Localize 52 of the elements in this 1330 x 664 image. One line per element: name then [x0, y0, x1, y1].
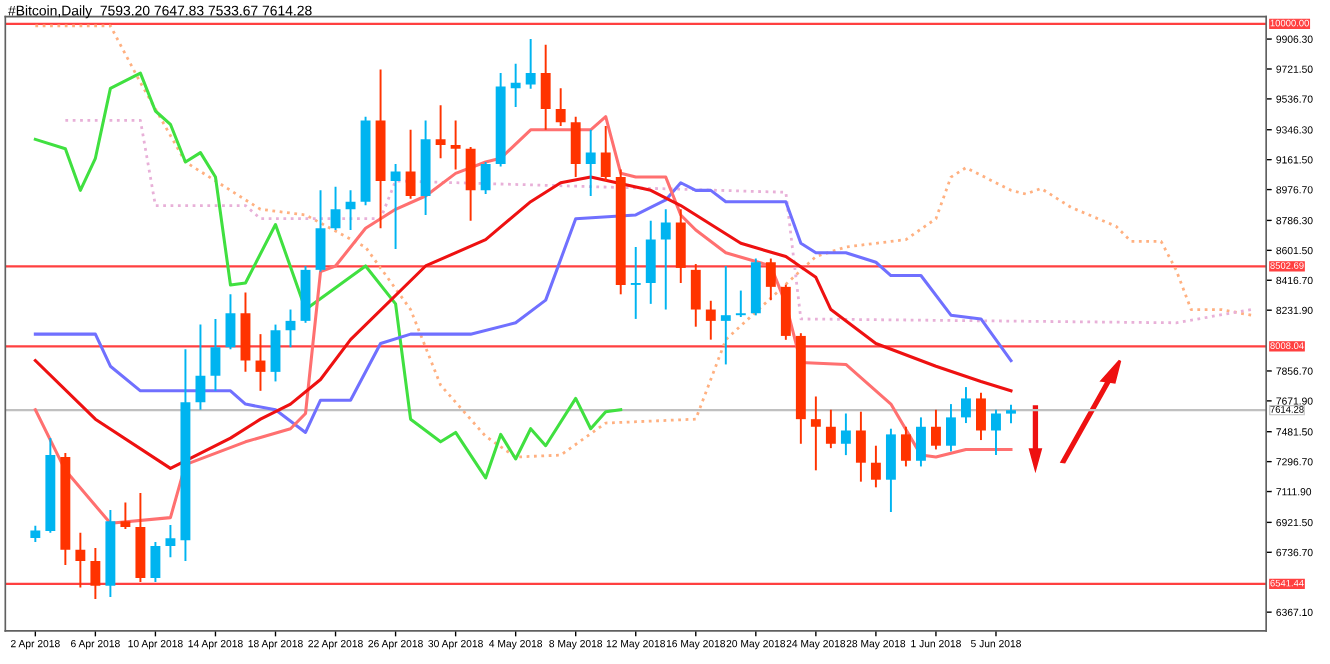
candlestick [390, 162, 401, 250]
candlestick [976, 391, 986, 442]
candlestick [675, 208, 686, 284]
candlestick [840, 412, 851, 457]
candlestick [961, 386, 971, 425]
candlestick [825, 408, 836, 450]
candlestick [540, 43, 551, 131]
candlestick [210, 317, 221, 392]
candlestick [900, 425, 911, 468]
candlestick [225, 293, 236, 351]
candlestick [585, 128, 596, 197]
line-series [63, 119, 1253, 325]
candlestick [270, 323, 281, 383]
candlestick [870, 444, 881, 489]
candlestick [930, 408, 941, 451]
candlestick [660, 208, 671, 311]
candlestick [75, 531, 86, 589]
candlestick [991, 408, 1001, 457]
candlestick [946, 403, 956, 453]
candlestick [555, 87, 566, 127]
candlestick [90, 546, 101, 600]
candlestick [480, 161, 491, 195]
candlestick [150, 541, 161, 583]
candlestick [720, 265, 731, 366]
candlestick [345, 189, 356, 231]
candlestick [405, 128, 416, 200]
candlestick [765, 257, 776, 302]
candlestick [810, 395, 821, 472]
candlestick [165, 524, 176, 559]
candlestick [570, 115, 581, 179]
candlestick [690, 263, 701, 328]
candlestick [735, 289, 746, 318]
candlestick [195, 323, 206, 411]
candlestick [465, 145, 476, 222]
candlestick [915, 416, 926, 468]
candlestick [1006, 403, 1016, 425]
line-series [33, 24, 1253, 459]
candlestick [525, 38, 536, 90]
candlestick [315, 189, 326, 273]
candlestick [120, 501, 131, 531]
candlestick [705, 299, 716, 341]
candlestick [450, 119, 461, 171]
line-series [33, 71, 623, 480]
candlestick [645, 219, 656, 305]
candlestick [600, 125, 611, 182]
candlestick [240, 291, 251, 373]
candlestick [885, 427, 896, 513]
line-series [33, 115, 1013, 525]
candlestick [330, 185, 341, 231]
candlestick [855, 410, 866, 483]
candlestick [630, 246, 641, 320]
candlestick [435, 104, 446, 160]
